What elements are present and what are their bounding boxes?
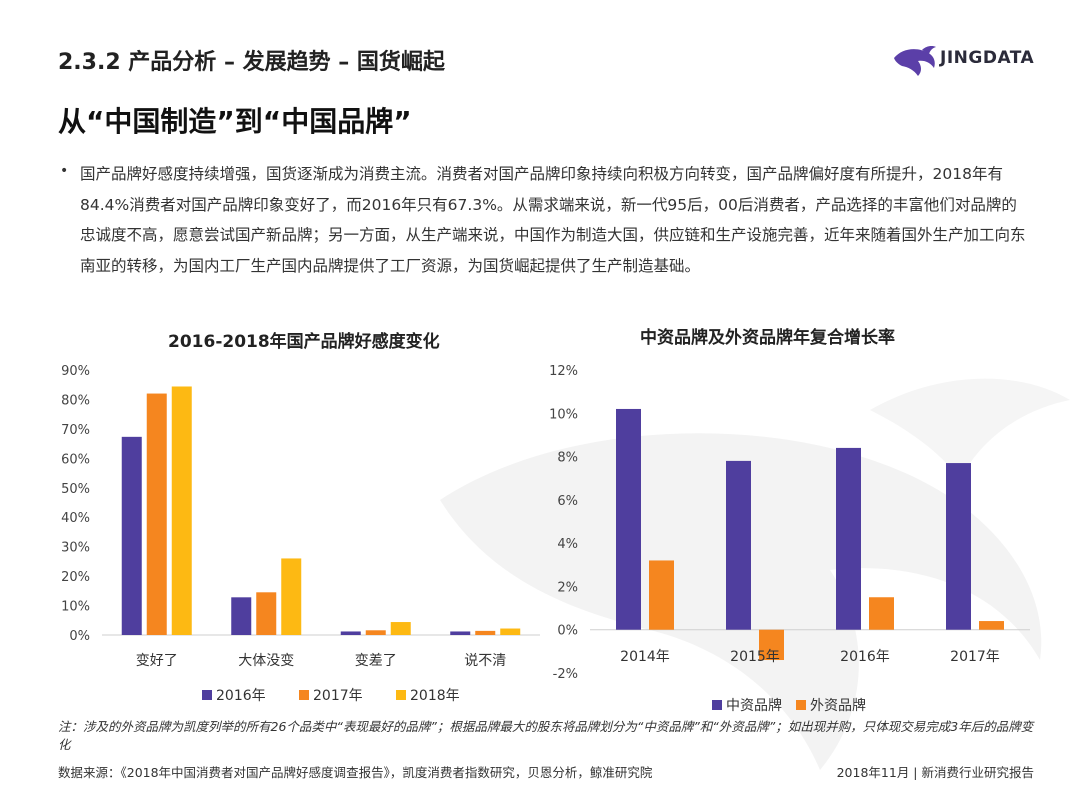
footnote: 注：涉及的外资品牌为凯度列举的所有26个品类中“表现最好的品牌”；根据品牌最大的…	[58, 719, 1034, 752]
chart2-title: 中资品牌及外资品牌年复合增长率	[640, 328, 895, 348]
c2-ytick-label: 6%	[557, 494, 578, 509]
c1-ytick-label: 40%	[61, 511, 90, 526]
c1-bar	[146, 393, 167, 635]
c1-legend-swatch	[202, 690, 212, 700]
logo-text: JINGDATA	[940, 48, 1035, 68]
c1-bar	[365, 630, 386, 635]
c2-ytick-label: 10%	[549, 407, 578, 422]
c2-bar	[759, 629, 784, 661]
c1-bar	[171, 386, 192, 635]
section-title: 2.3.2 产品分析 – 发展趋势 – 国货崛起	[58, 50, 445, 75]
c1-ytick-label: 0%	[69, 629, 90, 644]
bullet-icon: •	[60, 163, 69, 179]
c1-bar	[450, 631, 471, 635]
c2-bar	[649, 560, 674, 630]
c2-bar	[616, 408, 641, 630]
c1-ytick-label: 50%	[61, 482, 90, 497]
c1-ytick-label: 20%	[61, 570, 90, 585]
c2-category-label: 2017年	[950, 649, 1000, 665]
c1-legend-swatch	[299, 690, 309, 700]
c2-bar	[869, 597, 894, 630]
c1-bar	[256, 592, 277, 635]
jingdata-whale-logo-icon	[894, 46, 936, 76]
c2-bar	[836, 447, 861, 630]
c1-legend-label: 2017年	[313, 688, 363, 704]
c1-legend-label: 2018年	[410, 688, 460, 704]
c2-legend-swatch	[796, 700, 806, 710]
c1-legend-label: 2016年	[216, 688, 266, 704]
c1-ytick-label: 80%	[61, 393, 90, 408]
c1-bar	[475, 630, 496, 635]
c1-ytick-label: 10%	[61, 600, 90, 615]
c2-bar	[726, 460, 751, 630]
c2-category-label: 2014年	[620, 649, 670, 665]
c1-ytick-label: 60%	[61, 452, 90, 467]
c1-bar	[390, 622, 411, 635]
c1-category-label: 变差了	[355, 653, 397, 669]
c2-legend-label: 中资品牌	[726, 697, 782, 714]
c2-ytick-label: 12%	[549, 364, 578, 379]
c2-ytick-label: 2%	[557, 580, 578, 595]
c2-ytick-label: 8%	[557, 451, 578, 466]
c1-ytick-label: 90%	[61, 364, 90, 379]
c2-bar	[946, 463, 971, 630]
data-source: 数据来源：《2018年中国消费者对国产品牌好感度调查报告》，凯度消费者指数研究，…	[58, 765, 653, 780]
c2-bar	[979, 621, 1004, 630]
c1-ytick-label: 30%	[61, 541, 90, 556]
chart1-title: 2016-2018年国产品牌好感度变化	[168, 332, 440, 352]
c2-legend-label: 外资品牌	[810, 697, 866, 714]
c2-category-label: 2015年	[730, 649, 780, 665]
summary-paragraph: 国产品牌好感度持续增强，国货逐渐成为消费主流。消费者对国产品牌印象持续向积极方向…	[80, 165, 1026, 275]
c1-bar	[121, 436, 142, 635]
c2-ytick-label: 0%	[557, 624, 578, 639]
c1-legend-swatch	[396, 690, 406, 700]
c1-ytick-label: 70%	[61, 423, 90, 438]
c1-bar	[340, 631, 361, 635]
favorability-bar-chart: 0% 10% 20% 30% 40% 50% 60% 70% 80% 90% 变好了 大体没变 变差了 说…	[61, 364, 540, 704]
c1-category-label: 说不清	[464, 653, 506, 669]
c2-category-label: 2016年	[840, 649, 890, 665]
c2-ytick-label: -2%	[553, 667, 578, 682]
c1-bar	[281, 558, 302, 635]
c1-category-label: 大体没变	[238, 653, 294, 669]
c2-ytick-label: 4%	[557, 537, 578, 552]
c1-category-label: 变好了	[136, 653, 178, 669]
report-date: 2018年11月 | 新消费行业研究报告	[836, 765, 1034, 780]
c1-bar	[500, 628, 521, 635]
c1-bar	[231, 597, 252, 635]
page-heading: 从“中国制造”到“中国品牌”	[58, 105, 412, 138]
c2-legend-swatch	[712, 700, 722, 710]
growth-rate-bar-chart: -2% 0% 2% 4% 6% 8% 10% 12% 2014年 2015年 2016年 2017年中…	[549, 364, 1030, 714]
